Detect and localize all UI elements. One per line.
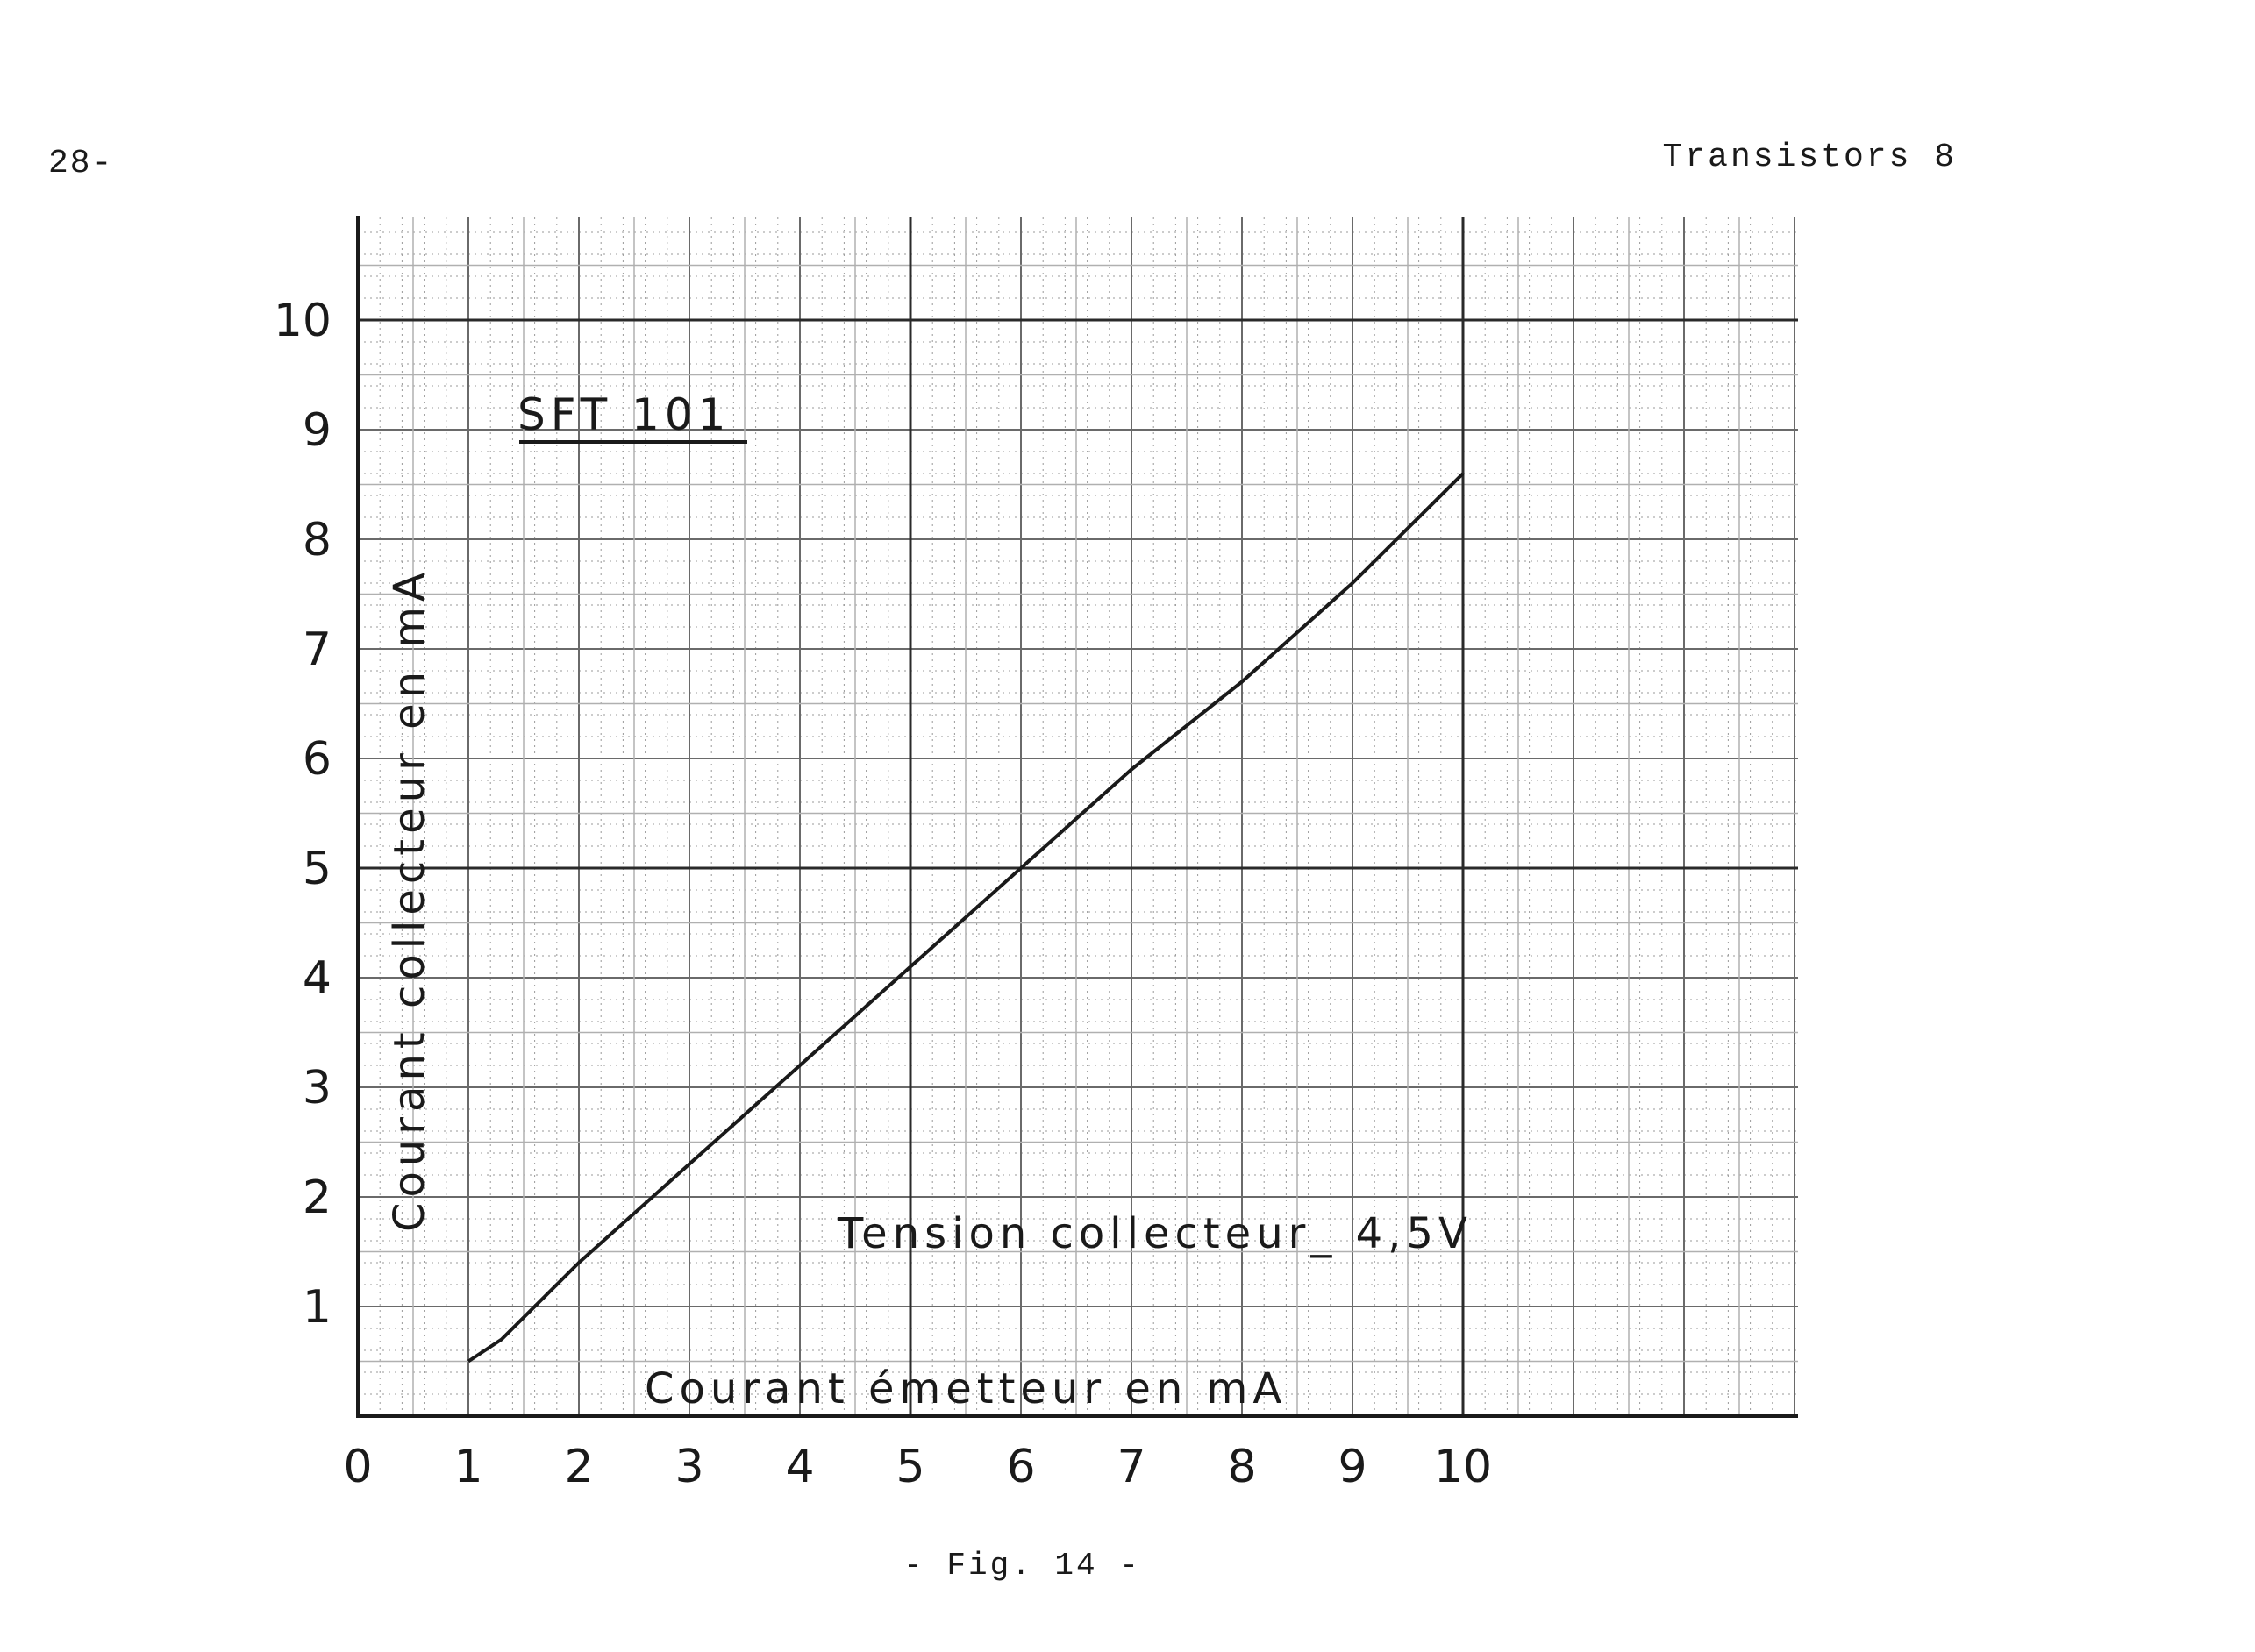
x-tick-label: 1 bbox=[453, 1441, 482, 1493]
y-tick-label: 5 bbox=[303, 843, 332, 895]
chart-annotation: Tension collecteur_ 4,5V bbox=[837, 1209, 1473, 1258]
y-tick-label: 8 bbox=[303, 514, 332, 566]
chart-axes bbox=[356, 216, 1798, 1418]
x-tick-label: 8 bbox=[1227, 1441, 1256, 1493]
page-header: Transistors 8 bbox=[1662, 139, 1957, 176]
y-axis-label: Courant collecteur en mA bbox=[385, 567, 434, 1232]
chart-series bbox=[467, 472, 1465, 1364]
x-tick-label: 6 bbox=[1006, 1441, 1035, 1493]
x-tick-label: 4 bbox=[785, 1441, 814, 1493]
y-tick-label: 4 bbox=[303, 952, 332, 1005]
series-line bbox=[467, 472, 1465, 1364]
figure-caption: - Fig. 14 - bbox=[903, 1548, 1141, 1584]
y-tick-label: 6 bbox=[303, 733, 332, 786]
y-tick-label: 7 bbox=[303, 623, 332, 676]
y-tick-label: 2 bbox=[303, 1171, 332, 1224]
x-tick-label: 3 bbox=[674, 1441, 703, 1493]
y-tick-label: 3 bbox=[303, 1062, 332, 1114]
y-tick-label: 10 bbox=[274, 295, 332, 347]
x-tick-label: 10 bbox=[1434, 1441, 1492, 1493]
x-tick-label: 2 bbox=[564, 1441, 593, 1493]
page-number: 28- bbox=[48, 145, 114, 182]
chart-tick-labels: 0 1 2 3 4 5 6 7 8 9 10 1 2 3 4 5 6 7 8 9 10 bbox=[274, 295, 1492, 1493]
y-tick-label: 9 bbox=[303, 404, 332, 457]
x-tick-label: 9 bbox=[1338, 1441, 1367, 1493]
x-tick-label: 5 bbox=[896, 1441, 924, 1493]
chart-grid bbox=[357, 217, 1798, 1417]
chart-title: SFT 101 bbox=[517, 389, 731, 440]
x-tick-label: 0 bbox=[343, 1441, 372, 1493]
x-tick-label: 7 bbox=[1117, 1441, 1145, 1493]
x-axis-label: Courant émetteur en mA bbox=[645, 1364, 1287, 1413]
y-tick-label: 1 bbox=[303, 1281, 332, 1334]
